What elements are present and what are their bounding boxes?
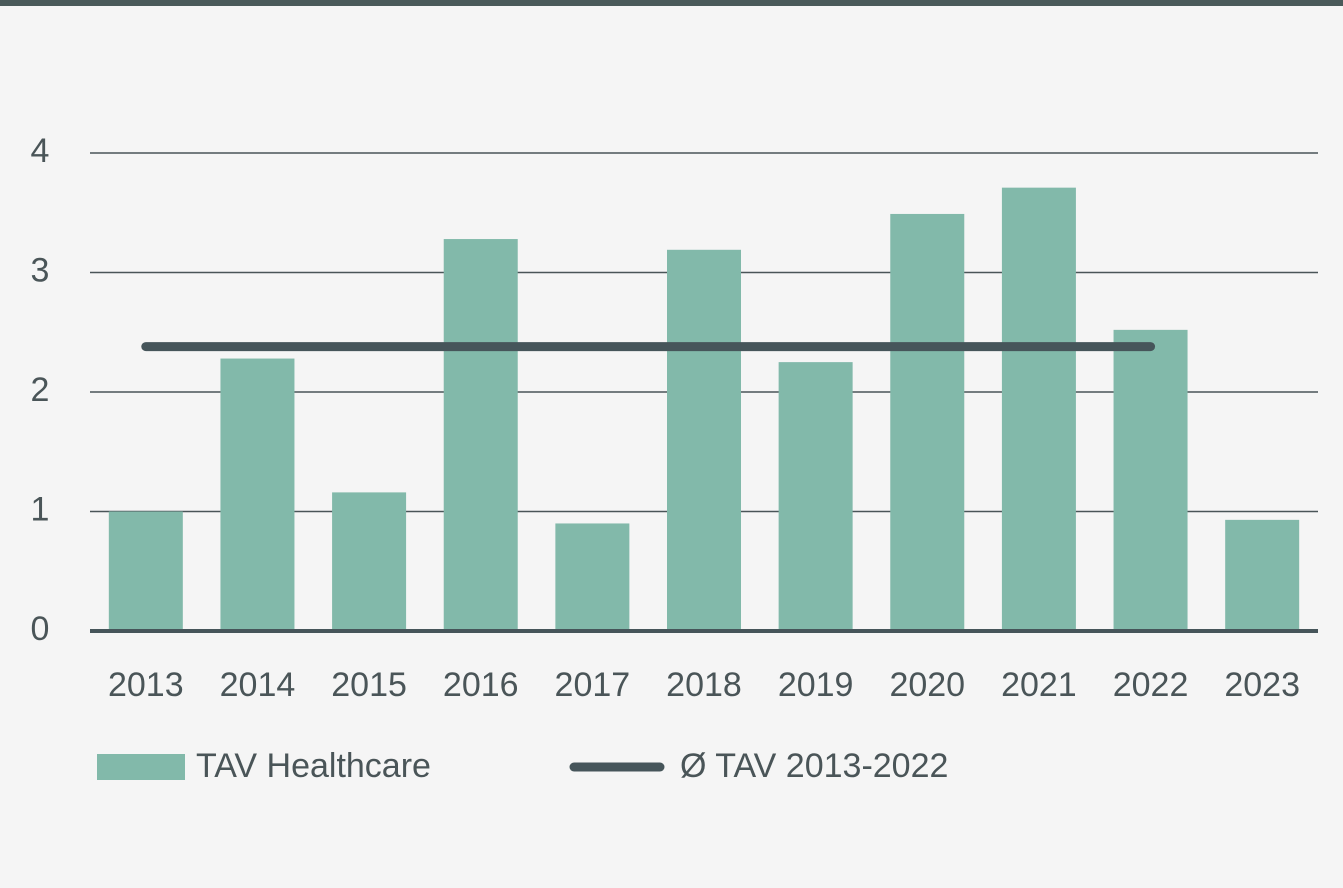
legend-label: TAV Healthcare — [196, 747, 431, 785]
x-tick-label: 2014 — [220, 666, 296, 704]
bar — [555, 523, 630, 631]
y-tick-label: 2 — [31, 371, 50, 409]
bar — [108, 511, 183, 631]
bar — [890, 213, 965, 631]
bar — [220, 358, 295, 631]
x-tick-label: 2023 — [1224, 666, 1300, 704]
x-tick-label: 2018 — [666, 666, 742, 704]
legend-label: Ø TAV 2013-2022 — [680, 747, 948, 785]
y-tick-label: 1 — [31, 490, 50, 528]
x-tick-label: 2019 — [778, 666, 854, 704]
bar — [443, 239, 518, 632]
x-tick-label: 2016 — [443, 666, 519, 704]
x-tick-label: 2022 — [1113, 666, 1189, 704]
bar — [1225, 519, 1300, 631]
bar — [667, 249, 741, 632]
bar — [1113, 329, 1188, 631]
y-tick-label: 4 — [31, 132, 50, 170]
x-tick-label: 2017 — [555, 666, 631, 704]
legend-swatch — [97, 754, 185, 780]
x-tick-label: 2021 — [1001, 666, 1077, 704]
y-tick-label: 3 — [31, 251, 50, 289]
bar — [1001, 187, 1076, 631]
top-band — [0, 0, 1343, 6]
x-tick-label: 2015 — [331, 666, 407, 704]
bar — [778, 362, 853, 631]
y-tick-label: 0 — [31, 610, 50, 648]
bar — [332, 492, 407, 631]
x-tick-label: 2020 — [889, 666, 965, 704]
x-tick-label: 2013 — [108, 666, 184, 704]
